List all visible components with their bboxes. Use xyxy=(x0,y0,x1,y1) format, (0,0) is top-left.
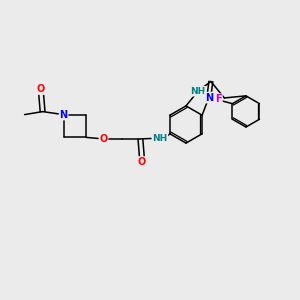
Text: O: O xyxy=(138,157,146,167)
Text: O: O xyxy=(37,84,45,94)
Text: N: N xyxy=(59,110,68,120)
Text: NH: NH xyxy=(152,134,167,143)
Text: F: F xyxy=(215,94,222,104)
Text: NH: NH xyxy=(190,87,206,96)
Text: N: N xyxy=(205,93,213,103)
Text: O: O xyxy=(99,134,108,144)
